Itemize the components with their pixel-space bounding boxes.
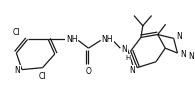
Text: N: N [129,66,135,75]
Text: O: O [86,67,91,76]
Text: NH: NH [101,35,113,44]
Text: N: N [176,32,182,41]
Text: N: N [14,66,20,75]
Text: N: N [180,49,186,59]
Text: N: N [121,45,127,54]
Text: N: N [189,52,194,61]
Text: Cl: Cl [39,72,46,81]
Text: H: H [125,55,130,61]
Text: Cl: Cl [13,28,20,37]
Text: NH: NH [66,35,77,44]
